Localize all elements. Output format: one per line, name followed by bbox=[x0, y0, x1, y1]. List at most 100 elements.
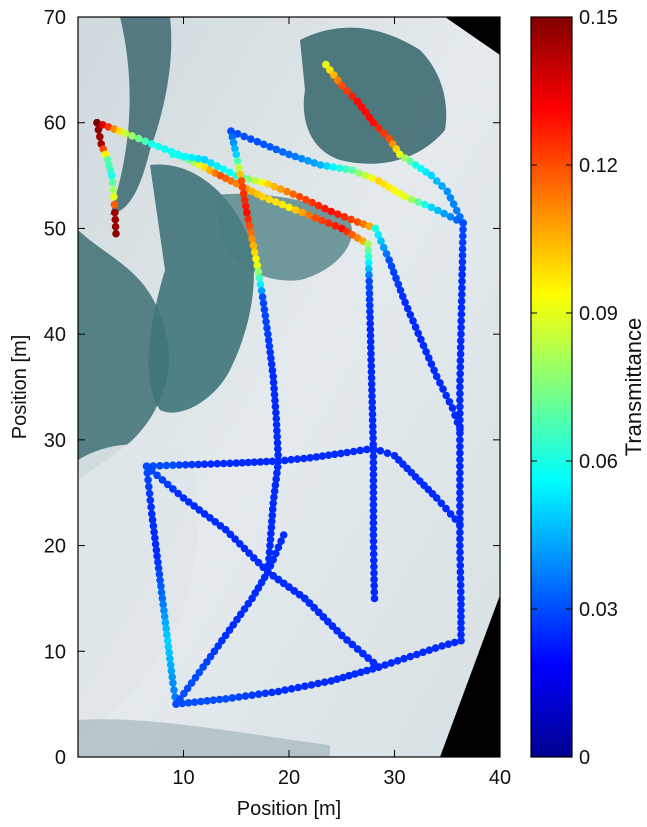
transmittance-point bbox=[165, 649, 173, 657]
transmittance-point bbox=[409, 317, 417, 325]
transmittance-point bbox=[235, 693, 243, 701]
transmittance-point bbox=[440, 209, 448, 218]
ice-floe-left bbox=[78, 444, 199, 740]
transmittance-point bbox=[367, 350, 375, 358]
transmittance-point bbox=[369, 464, 378, 473]
transmittance-point bbox=[227, 127, 235, 135]
transmittance-point bbox=[457, 606, 465, 615]
transmittance-point bbox=[226, 459, 234, 468]
transmittance-point bbox=[250, 554, 258, 562]
transmittance-point bbox=[339, 673, 347, 682]
black-corner-upper-right bbox=[445, 17, 500, 55]
transmittance-point bbox=[314, 201, 323, 210]
transmittance-point bbox=[456, 555, 465, 563]
transmittance-point bbox=[221, 525, 230, 534]
transmittance-point bbox=[110, 200, 119, 209]
transmittance-point bbox=[456, 370, 465, 378]
transmittance-point bbox=[318, 452, 327, 460]
transmittance-point bbox=[369, 531, 378, 539]
transmittance-point bbox=[367, 374, 376, 382]
transmittance-point bbox=[289, 190, 298, 198]
transmittance-point bbox=[262, 318, 270, 326]
transmittance-point bbox=[414, 329, 423, 338]
transmittance-point bbox=[98, 121, 107, 129]
transmittance-point bbox=[256, 458, 265, 466]
transmittance-point bbox=[270, 487, 279, 496]
transmittance-point bbox=[314, 608, 323, 617]
transmittance-point bbox=[149, 522, 158, 530]
transmittance-point bbox=[368, 392, 376, 400]
transmittance-point bbox=[343, 448, 351, 457]
transmittance-point bbox=[245, 222, 254, 230]
transmittance-point bbox=[254, 558, 263, 567]
transmittance-point bbox=[438, 642, 446, 650]
transmittance-point bbox=[396, 150, 404, 159]
transmittance-point bbox=[357, 668, 365, 677]
transmittance-point bbox=[285, 203, 293, 212]
transmittance-point bbox=[369, 428, 377, 437]
transmittance-point bbox=[394, 280, 403, 289]
transmittance-point bbox=[180, 689, 188, 698]
transmittance-point bbox=[311, 214, 320, 222]
y-axis-label: Position [m] bbox=[9, 335, 31, 439]
transmittance-point bbox=[457, 297, 466, 305]
transmittance-point bbox=[264, 330, 272, 338]
transmittance-point bbox=[268, 688, 276, 697]
transmittance-point bbox=[219, 459, 228, 468]
transmittance-point bbox=[456, 436, 464, 444]
transmittance-point bbox=[456, 442, 464, 451]
transmittance-point bbox=[264, 180, 272, 188]
transmittance-point bbox=[456, 502, 464, 510]
x-axis: 10 20 30 40 bbox=[172, 17, 511, 789]
transmittance-point bbox=[411, 323, 420, 331]
transmittance-point bbox=[154, 558, 162, 566]
transmittance-point bbox=[374, 124, 383, 132]
transmittance-point bbox=[194, 460, 203, 469]
transmittance-point bbox=[369, 422, 377, 431]
transmittance-point bbox=[456, 574, 465, 583]
transmittance-point bbox=[348, 92, 357, 101]
transmittance-point bbox=[263, 324, 271, 332]
transmittance-point bbox=[345, 671, 353, 680]
transmittance-point bbox=[273, 433, 282, 441]
transmittance-point bbox=[221, 631, 230, 640]
transmittance-point bbox=[445, 398, 454, 406]
transmittance-point bbox=[333, 627, 341, 635]
transmittance-point bbox=[438, 182, 446, 190]
transmittance-point bbox=[259, 140, 268, 149]
transmittance-point bbox=[161, 618, 170, 627]
transmittance-point bbox=[382, 250, 391, 258]
transmittance-point bbox=[368, 416, 377, 425]
transmittance-point bbox=[419, 648, 427, 657]
transmittance-point bbox=[148, 516, 157, 524]
transmittance-point bbox=[331, 222, 340, 230]
transmittance-point bbox=[93, 118, 101, 127]
transmittance-points bbox=[93, 60, 467, 708]
transmittance-point bbox=[169, 679, 177, 687]
transmittance-point bbox=[366, 325, 375, 334]
transmittance-point bbox=[330, 71, 338, 79]
transmittance-point bbox=[427, 203, 436, 212]
transmittance-point bbox=[272, 549, 280, 558]
transmittance-point bbox=[274, 687, 283, 696]
transmittance-point bbox=[269, 572, 278, 580]
transmittance-point bbox=[456, 383, 464, 391]
transmittance-point bbox=[326, 66, 334, 74]
transmittance-point bbox=[142, 462, 151, 471]
transmittance-point bbox=[268, 517, 276, 526]
transmittance-point bbox=[250, 248, 259, 256]
transmittance-point bbox=[278, 200, 287, 209]
transmittance-point bbox=[401, 298, 409, 307]
transmittance-point bbox=[151, 540, 160, 548]
transmittance-point bbox=[365, 283, 374, 292]
transmittance-point bbox=[240, 605, 249, 613]
transmittance-point bbox=[432, 372, 441, 381]
transmittance-point bbox=[370, 569, 378, 577]
transmittance-point bbox=[294, 683, 303, 692]
transmittance-point bbox=[452, 206, 461, 215]
transmittance-point bbox=[190, 502, 198, 510]
transmittance-point bbox=[439, 385, 447, 393]
transmittance-point bbox=[366, 337, 375, 346]
transmittance-point bbox=[334, 210, 342, 218]
transmittance-point bbox=[157, 582, 165, 591]
